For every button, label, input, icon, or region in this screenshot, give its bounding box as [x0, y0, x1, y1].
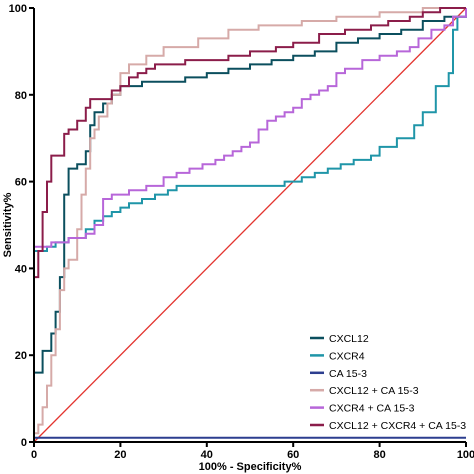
y-tick-label: 60 — [15, 177, 27, 189]
legend-label: CXCR4 — [329, 350, 365, 362]
series-line-1 — [33, 8, 467, 442]
x-tick-label: 40 — [201, 449, 213, 461]
y-tick-label: 80 — [15, 90, 27, 102]
x-ticks: 0 20 40 60 80 100 — [31, 442, 474, 461]
y-tick-label: 40 — [15, 263, 27, 275]
y-tick-label: 100 — [9, 3, 27, 15]
x-tick-label: 100 — [457, 449, 474, 461]
legend-label: CXCL12 — [329, 333, 369, 345]
x-tick-label: 0 — [31, 449, 37, 461]
legend-label: CXCL12 + CXCR4 + CA 15-3 — [329, 420, 466, 432]
x-tick-label: 60 — [287, 449, 299, 461]
legend: CXCL12 CXCR4 CA 15-3 CXCL12 + CA 15-3 CXCR4 … — [310, 333, 466, 432]
y-axis-title: Sensitivity% — [2, 192, 14, 257]
series-line-2 — [33, 8, 467, 442]
series-line-4 — [33, 7, 466, 442]
axes-layer — [33, 8, 466, 443]
series-layer — [33, 7, 467, 442]
reference-line-layer — [33, 7, 467, 443]
reference-diagonal — [33, 7, 467, 443]
y-tick-label: 0 — [21, 437, 27, 449]
legend-label: CXCR4 + CA 15-3 — [329, 403, 415, 415]
x-tick-label: 20 — [114, 449, 126, 461]
y-ticks: 0 20 40 60 80 100 — [9, 3, 34, 449]
x-axis-title: 100% - Specificity% — [199, 461, 302, 473]
y-tick-label: 20 — [15, 350, 27, 362]
x-tick-label: 80 — [373, 449, 385, 461]
series-line-5 — [33, 8, 467, 442]
legend-label: CA 15-3 — [329, 368, 367, 380]
series-line-6 — [33, 7, 466, 442]
legend-label: CXCL12 + CA 15-3 — [329, 385, 419, 397]
